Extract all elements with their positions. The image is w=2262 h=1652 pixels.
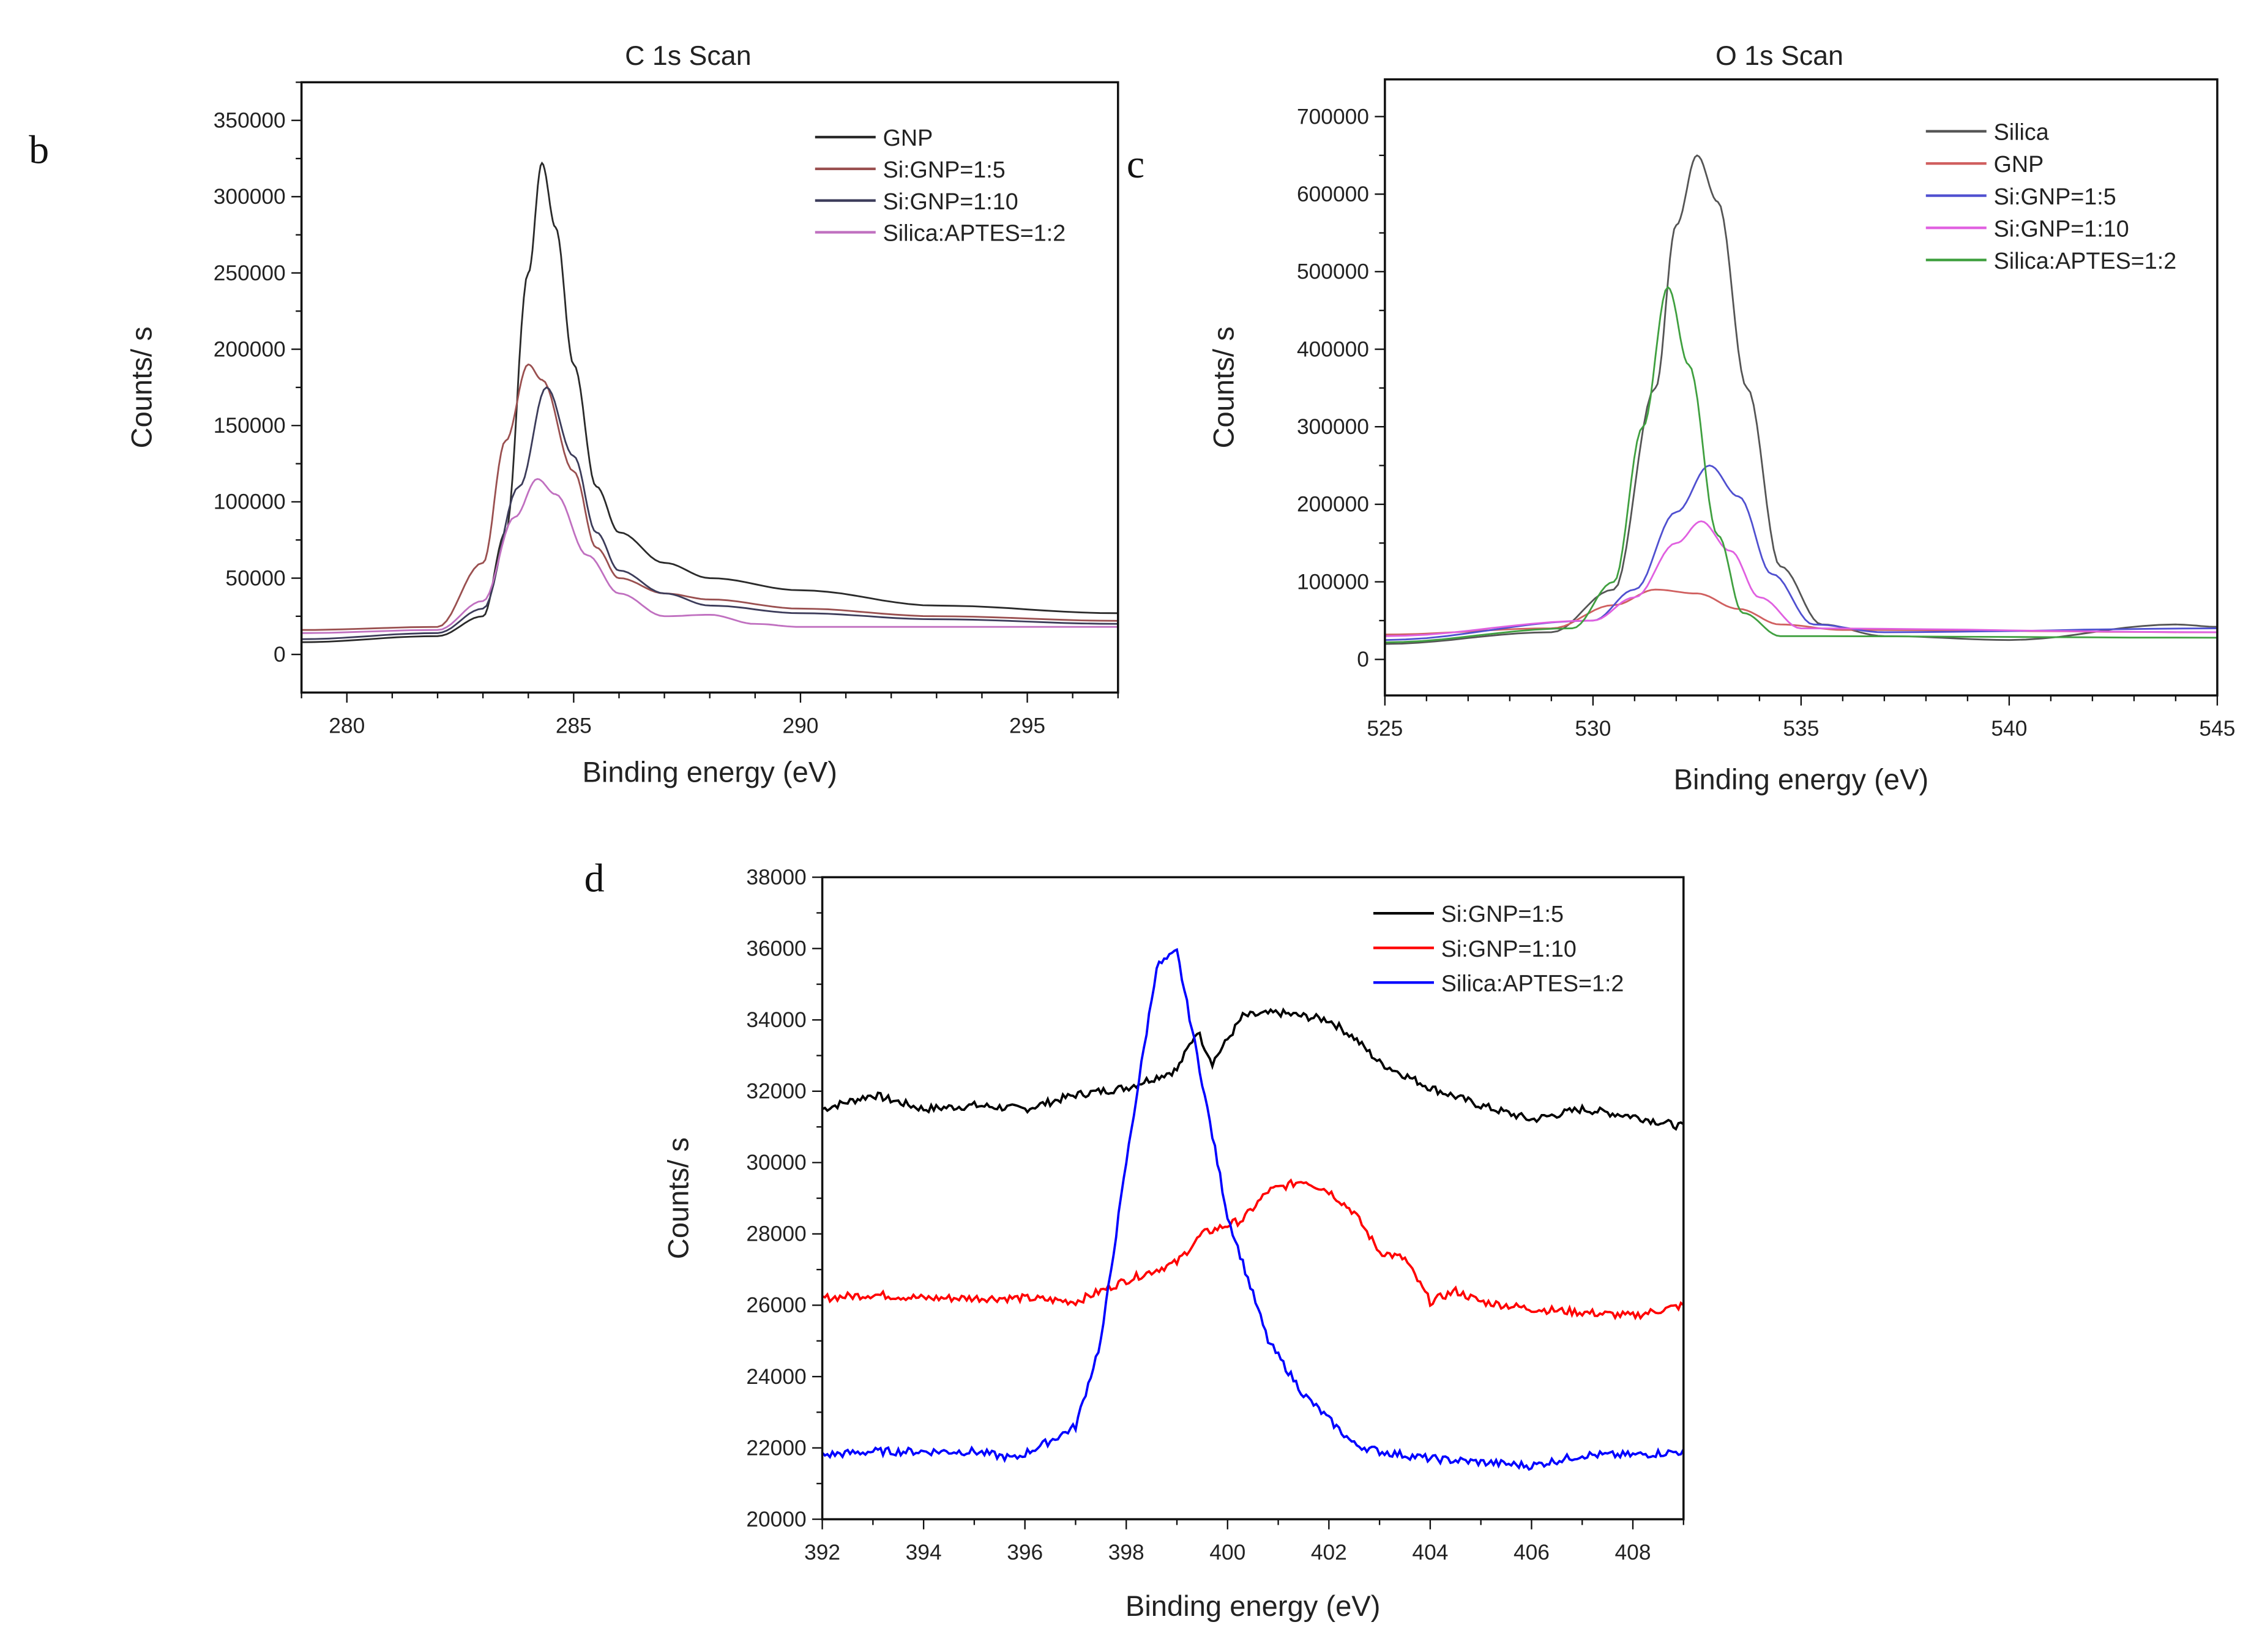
x-tick-label: 530 xyxy=(1575,717,1611,741)
legend-label: Silica xyxy=(1994,119,2049,145)
legend-label: GNP xyxy=(883,125,933,151)
y-tick-label: 36000 xyxy=(746,937,806,961)
chart-title: O 1s Scan xyxy=(1715,40,1843,71)
x-tick-label: 398 xyxy=(1108,1541,1144,1564)
y-tick-label: 400000 xyxy=(1297,337,1369,361)
y-tick-label: 700000 xyxy=(1297,105,1369,129)
legend-label: Silica:APTES=1:2 xyxy=(1441,970,1624,996)
y-tick-label: 150000 xyxy=(214,414,286,438)
y-tick-label: 0 xyxy=(274,643,286,667)
x-axis-label: Binding energy (eV) xyxy=(582,756,837,788)
x-tick-label: 295 xyxy=(1009,714,1045,738)
y-tick-label: 200000 xyxy=(1297,493,1369,517)
x-tick-label: 392 xyxy=(804,1541,840,1564)
y-tick-label: 100000 xyxy=(214,490,286,514)
y-axis-label: Counts/ s xyxy=(662,1137,694,1259)
x-axis-label: Binding energy (eV) xyxy=(1125,1590,1381,1622)
series-line-2 xyxy=(301,386,1118,640)
y-tick-label: 38000 xyxy=(746,865,806,889)
y-tick-label: 20000 xyxy=(746,1508,806,1531)
y-tick-label: 100000 xyxy=(1297,570,1369,594)
legend-label: Si:GNP=1:10 xyxy=(1441,936,1577,962)
x-tick-label: 394 xyxy=(906,1541,942,1564)
panel-label-b: b xyxy=(29,127,49,172)
y-tick-label: 300000 xyxy=(1297,415,1369,439)
y-axis-label: Counts/ s xyxy=(125,326,158,448)
x-tick-label: 400 xyxy=(1209,1541,1245,1564)
y-tick-label: 34000 xyxy=(746,1008,806,1032)
y-tick-label: 500000 xyxy=(1297,260,1369,284)
series-line-1 xyxy=(821,1178,1684,1321)
legend-label: GNP xyxy=(1994,151,2044,177)
series-line-2 xyxy=(1384,464,2217,641)
y-tick-label: 200000 xyxy=(214,337,286,361)
x-tick-label: 535 xyxy=(1783,717,1819,741)
chart-c1s: GNP Si:GNP=1:5 Si:GNP=1:10 Silica:APTES=1:2… xyxy=(125,40,1119,788)
legend-label: Si:GNP=1:5 xyxy=(1441,901,1564,927)
y-tick-label: 24000 xyxy=(746,1365,806,1389)
y-tick-label: 30000 xyxy=(746,1151,806,1175)
legend-label: Si:GNP=1:10 xyxy=(1994,215,2129,241)
y-tick-label: 28000 xyxy=(746,1222,806,1246)
series-line-0 xyxy=(821,1007,1684,1131)
x-tick-label: 396 xyxy=(1007,1541,1043,1564)
legend-label: Si:GNP=1:10 xyxy=(883,189,1018,214)
legend-label: Silica:APTES=1:2 xyxy=(883,220,1066,246)
chart-title: C 1s Scan xyxy=(625,40,752,71)
x-tick-label: 280 xyxy=(329,714,365,738)
x-tick-label: 525 xyxy=(1367,717,1403,741)
y-tick-label: 50000 xyxy=(225,566,285,590)
x-tick-label: 408 xyxy=(1615,1541,1651,1564)
legend-label: Si:GNP=1:5 xyxy=(883,157,1006,182)
y-tick-label: 32000 xyxy=(746,1080,806,1104)
chart-n1s: Si:GNP=1:5 Si:GNP=1:10 Silica:APTES=1:2 392… xyxy=(662,865,1685,1622)
x-tick-label: 290 xyxy=(782,714,818,738)
chart-o1s: Silica GNP Si:GNP=1:5 Si:GNP=1:10 Silica:APT… xyxy=(1207,40,2235,795)
y-tick-label: 350000 xyxy=(214,108,286,132)
series-line-0 xyxy=(1384,154,2217,645)
series-line-3 xyxy=(301,478,1118,634)
series-line-1 xyxy=(301,363,1118,631)
y-tick-label: 300000 xyxy=(214,185,286,209)
x-tick-label: 402 xyxy=(1311,1541,1347,1564)
x-tick-label: 540 xyxy=(1991,717,2027,741)
legend-label: Silica:APTES=1:2 xyxy=(1994,248,2177,274)
y-tick-label: 0 xyxy=(1357,648,1369,671)
y-tick-label: 600000 xyxy=(1297,182,1369,206)
legend-label: Si:GNP=1:5 xyxy=(1994,184,2116,209)
series-line-3 xyxy=(1384,520,2217,637)
panel-label-c: c xyxy=(1127,142,1144,187)
series-line-2 xyxy=(821,947,1685,1471)
panel-label-d: d xyxy=(584,856,605,901)
y-tick-label: 250000 xyxy=(214,261,286,285)
x-tick-label: 285 xyxy=(556,714,592,738)
plot-frame xyxy=(1384,78,2219,697)
x-tick-label: 545 xyxy=(2199,717,2235,741)
x-axis-label: Binding energy (eV) xyxy=(1674,763,1929,795)
y-tick-label: 26000 xyxy=(746,1293,806,1317)
x-tick-label: 404 xyxy=(1412,1541,1448,1564)
y-tick-label: 22000 xyxy=(746,1436,806,1460)
x-tick-label: 406 xyxy=(1514,1541,1550,1564)
series-line-4 xyxy=(1384,285,2217,643)
y-axis-label: Counts/ s xyxy=(1207,326,1239,448)
